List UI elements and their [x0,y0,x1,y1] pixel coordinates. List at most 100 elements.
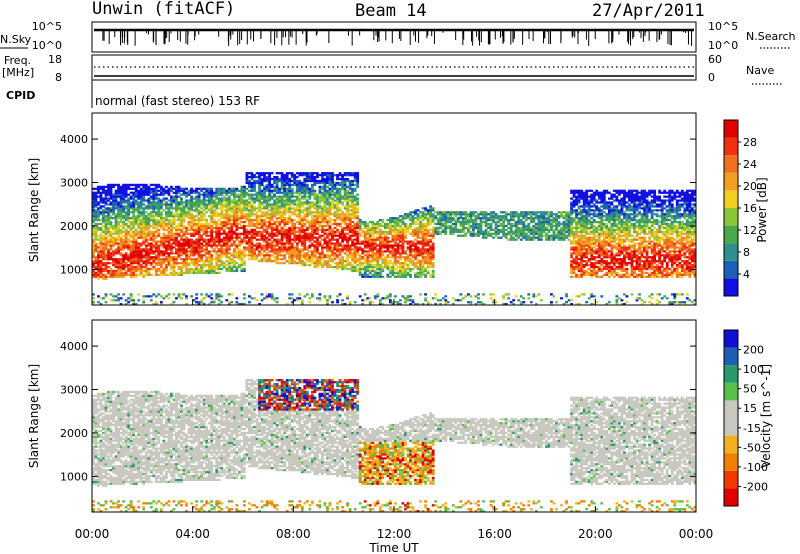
power-cell [154,236,158,239]
power-cell [190,215,193,218]
power-cell [104,185,108,189]
power-cell [107,254,110,257]
power-cell [305,220,309,224]
power-cell [162,218,166,222]
power-cell [92,269,95,273]
power-cell [170,230,173,233]
power-cell [424,226,428,230]
power-cell [383,238,387,241]
power-cell [315,175,319,179]
power-cell [97,218,100,222]
power-cell [159,271,163,275]
power-cell [308,211,312,214]
power-cell [144,226,148,230]
power-cell [353,265,357,269]
power-cell [152,215,156,218]
power-cell [132,258,136,261]
power-cell [278,232,282,235]
power-cell [210,195,214,198]
power-cell [124,263,128,267]
power-cell [401,238,405,241]
power-cell [253,236,256,239]
power-cell [207,303,211,306]
power-cell [383,261,387,265]
power-cell [353,207,357,210]
power-cell [343,179,347,183]
power-cell [159,193,163,196]
power-cell [240,226,244,230]
power-cell [323,181,327,185]
power-cell [142,222,146,226]
power-cell [298,203,302,206]
power-cell [144,205,148,208]
power-cell [424,217,428,220]
power-cell [308,263,312,267]
power-cell [376,265,380,269]
power-cell [124,228,128,232]
power-cell [270,209,274,212]
power-cell [129,299,133,302]
power-cell [195,238,198,241]
power-cell [315,261,319,265]
power-cell [197,260,201,263]
power-cell [109,242,113,245]
power-cell [142,250,146,253]
power-cell [164,201,168,204]
power-cell [230,224,234,228]
power-cell [285,207,289,210]
power-cell [157,267,161,271]
power-cell [303,185,307,189]
power-cell [195,246,198,249]
power-cell [127,199,131,202]
power-cell [323,197,327,200]
power-cell [107,234,110,237]
power-cell [323,203,327,206]
power-cell [399,230,402,233]
power-cell [278,215,282,218]
power-cell [190,224,193,228]
power-cell [177,250,181,253]
power-cell [248,201,251,204]
power-cell [326,224,329,228]
power-cell [409,226,412,230]
power-cell [137,256,141,259]
power-cell [295,191,299,194]
power-cell [300,195,304,198]
power-cell [222,244,226,247]
power-cell [250,228,254,232]
power-cell [97,246,100,249]
power-cell [235,303,239,306]
power-cell [137,232,141,235]
power-cell [137,205,141,208]
power-cell [107,252,110,255]
power-cell [396,275,400,278]
power-cell [129,234,133,237]
power-cell [107,250,110,253]
power-cell [162,234,166,237]
power-cell [182,232,186,235]
power-cell [147,269,151,273]
power-cell [200,258,204,261]
power-cell [258,177,261,181]
power-cell [401,240,405,243]
power-cell [338,183,342,187]
power-cell [290,191,294,194]
power-cell [263,197,266,200]
power-cell [102,220,105,224]
power-cell [275,224,279,228]
power-cell [152,246,156,249]
power-cell [310,172,314,175]
power-cell [92,220,95,224]
power-cell [300,172,304,175]
nave-tick-bottom: 0 [708,71,715,84]
power-cell [351,203,355,206]
power-cell [164,203,168,206]
power-cell [341,263,344,267]
power-cell [278,199,282,202]
power-cell [142,195,146,198]
power-cell [230,201,234,204]
power-cell [114,220,118,224]
power-cell [170,246,173,249]
power-cell [164,215,168,218]
power-cell [341,299,344,302]
